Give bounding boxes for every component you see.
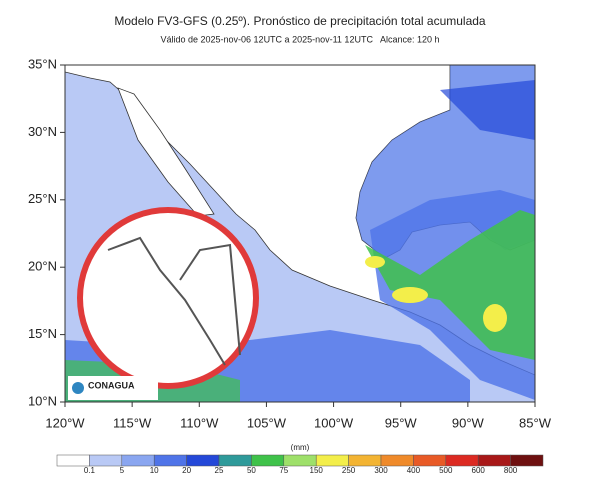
colorbar-swatch	[348, 454, 382, 467]
colorbar-unit: (mm)	[291, 443, 310, 452]
logo-icon	[72, 382, 84, 394]
colorbar-swatch	[186, 454, 220, 467]
precip-yellow	[365, 256, 385, 268]
lon-label: 120°W	[45, 415, 85, 430]
colorbar-label: 250	[342, 466, 356, 475]
colorbar-label: 0.1	[84, 466, 96, 475]
colorbar-swatch	[153, 454, 187, 467]
colorbar-label: 75	[279, 466, 288, 475]
colorbar-swatch	[445, 454, 479, 467]
subtitle: Válido de 2025-nov-06 12UTC a 2025-nov-1…	[160, 34, 439, 44]
lat-label: 15°N	[28, 326, 57, 341]
lat-label: 30°N	[28, 124, 57, 139]
colorbar-swatch	[218, 454, 252, 467]
colorbar-label: 800	[504, 466, 518, 475]
title: Modelo FV3-GFS (0.25º). Pronóstico de pr…	[114, 14, 486, 28]
lon-label: 85°W	[519, 415, 552, 430]
lon-label: 100°W	[314, 415, 354, 430]
colorbar-label: 600	[472, 466, 486, 475]
inset-outline	[107, 236, 241, 366]
lat-label: 20°N	[28, 259, 57, 274]
precip-yellow	[483, 304, 507, 332]
colorbar-swatch	[315, 454, 349, 467]
lat-label: 25°N	[28, 191, 57, 206]
lon-label: 95°W	[385, 415, 418, 430]
colorbar-swatch	[121, 454, 155, 467]
lon-label: 110°W	[180, 415, 219, 430]
colorbar-label: 10	[150, 466, 159, 475]
colorbar-swatch	[56, 454, 90, 467]
colorbar-swatch	[380, 454, 414, 467]
colorbar-label: 20	[182, 466, 191, 475]
colorbar-label: 300	[374, 466, 388, 475]
colorbar-label: 5	[120, 466, 125, 475]
colorbar-swatch	[89, 454, 123, 467]
precip-yellow	[392, 287, 428, 303]
map-frame	[64, 64, 536, 403]
colorbar-swatch	[283, 454, 317, 467]
colorbar-swatch	[251, 454, 285, 467]
colorbar-swatch	[477, 454, 511, 467]
logo-text: CONAGUA	[88, 380, 135, 390]
lon-label: 105°W	[247, 415, 287, 430]
colorbar-swatch	[510, 454, 544, 467]
colorbar-swatch	[413, 454, 447, 467]
colorbar-label: 400	[407, 466, 421, 475]
colorbar-label: 50	[247, 466, 256, 475]
baja-california	[117, 87, 215, 217]
inset-circle	[77, 207, 259, 389]
lat-label: 35°N	[28, 56, 57, 71]
lon-label: 90°W	[452, 415, 485, 430]
precip-darkblue	[440, 80, 535, 140]
colorbar-label: 25	[215, 466, 224, 475]
colorbar-label: 500	[439, 466, 453, 475]
lat-label: 10°N	[28, 393, 57, 408]
colorbar-label: 150	[310, 466, 324, 475]
lon-label: 115°W	[113, 415, 152, 430]
